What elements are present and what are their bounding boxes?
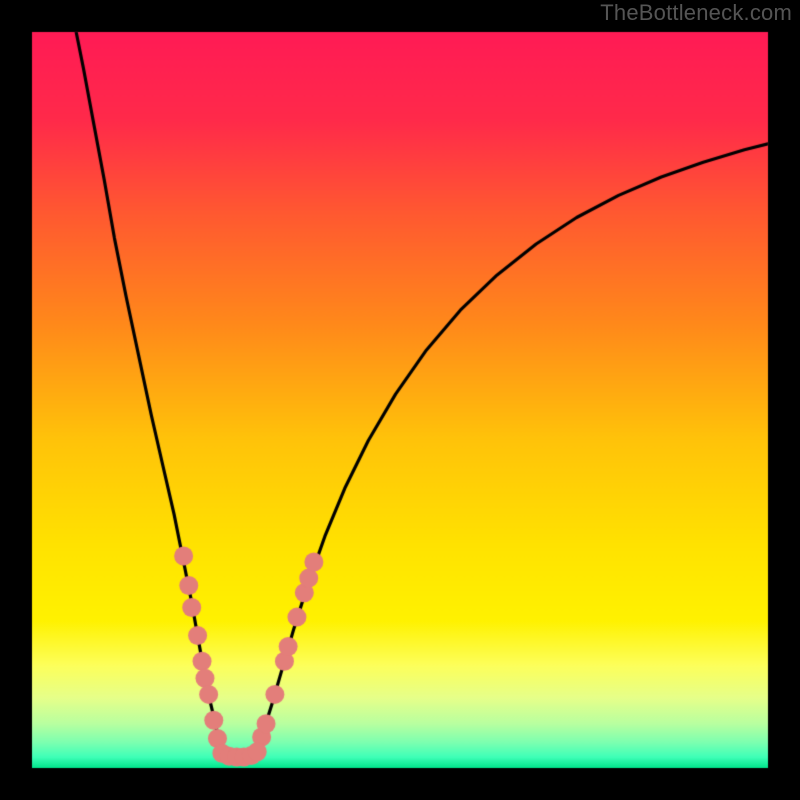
chart-root: TheBottleneck.com — [0, 0, 800, 800]
marker-layer — [0, 0, 800, 800]
attribution-label: TheBottleneck.com — [600, 0, 792, 26]
